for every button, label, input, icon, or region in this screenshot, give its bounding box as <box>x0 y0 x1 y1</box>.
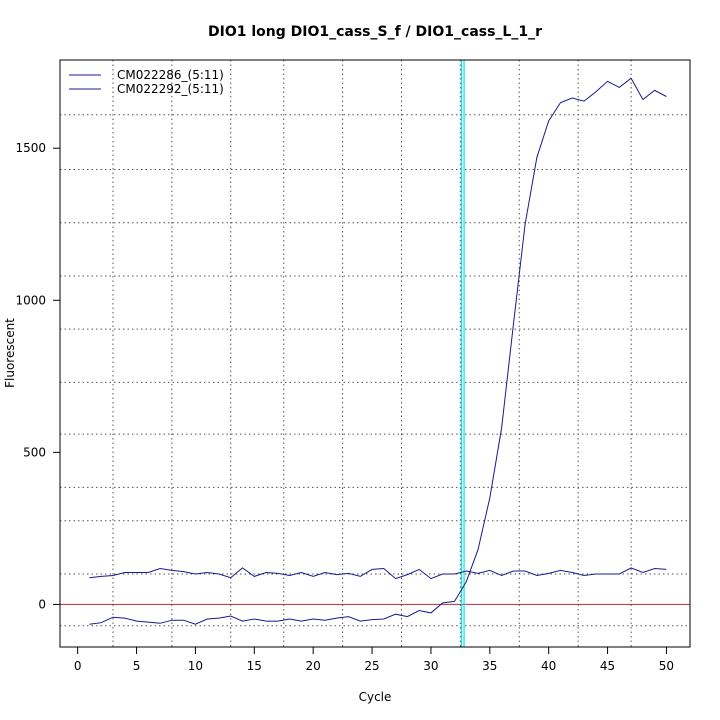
y-tick-label: 0 <box>38 597 46 611</box>
grid <box>60 60 690 647</box>
legend: CM022286_(5:11)CM022292_(5:11) <box>69 68 224 96</box>
x-axis-label: Cycle <box>359 690 392 704</box>
legend-label-2: CM022292_(5:11) <box>117 82 224 96</box>
series-lines <box>89 77 667 625</box>
y-tick-label: 1500 <box>15 141 46 155</box>
x-tick-label: 15 <box>247 659 262 673</box>
y-tick-label: 1000 <box>15 293 46 307</box>
series-line-1 <box>89 77 667 625</box>
chart-title: DIO1 long DIO1_cass_S_f / DIO1_cass_L_1_… <box>208 24 542 40</box>
x-tick-label: 5 <box>133 659 141 673</box>
y-axis-label: Fluorescent <box>3 318 17 388</box>
x-tick-label: 40 <box>541 659 556 673</box>
y-tick-label: 500 <box>23 445 46 459</box>
legend-label-1: CM022286_(5:11) <box>117 68 224 82</box>
x-tick-label: 50 <box>659 659 674 673</box>
x-tick-label: 10 <box>188 659 203 673</box>
x-tick-label: 0 <box>74 659 82 673</box>
x-tick-label: 35 <box>482 659 497 673</box>
reference-lines <box>60 60 690 647</box>
x-tick-label: 45 <box>600 659 615 673</box>
plot-frame <box>59 59 691 648</box>
x-tick-label: 20 <box>306 659 321 673</box>
series-line-2 <box>89 567 667 580</box>
x-tick-label: 25 <box>364 659 379 673</box>
x-tick-label: 30 <box>423 659 438 673</box>
